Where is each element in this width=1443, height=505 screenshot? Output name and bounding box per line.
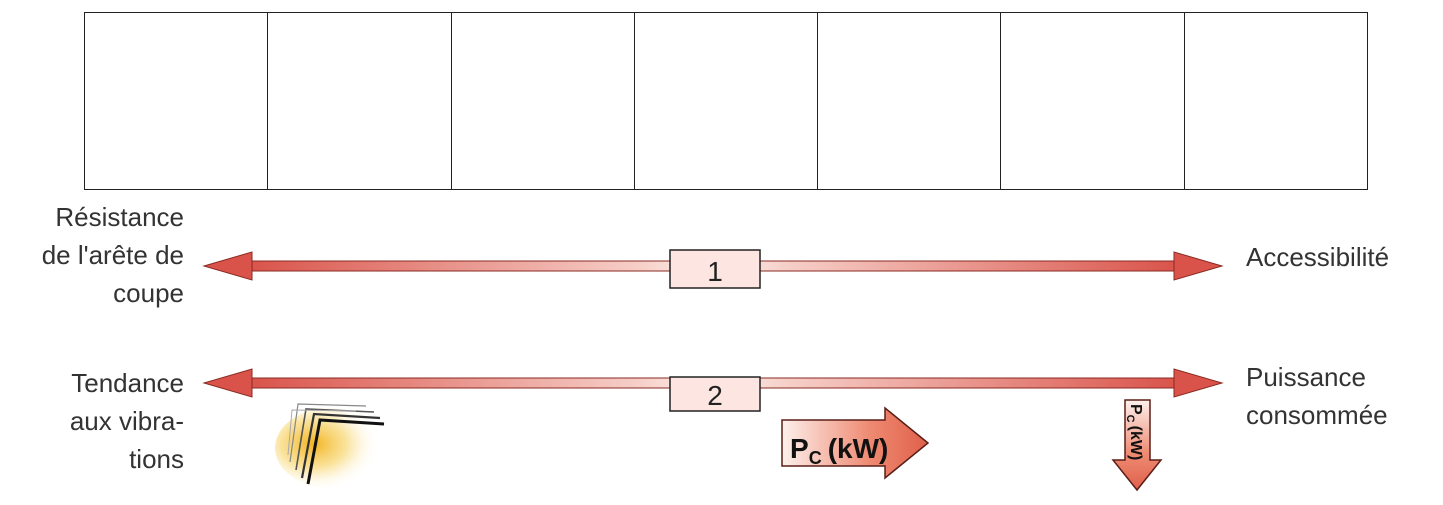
image-grid xyxy=(84,12,1368,190)
scale-1-right-label: Accessibilité xyxy=(1246,238,1389,276)
scale-1-right-arrowhead xyxy=(1173,251,1224,281)
grid-cell-6 xyxy=(1001,13,1185,189)
scale-1-left-label: Résistance de l'arête de coupe xyxy=(0,198,184,312)
scale-1-double-arrow: 1 xyxy=(202,249,1224,289)
scale-1-left-arrowhead xyxy=(202,251,253,281)
scale-1-number: 1 xyxy=(707,256,723,287)
power-small-label: PC(kW) xyxy=(1124,404,1144,460)
grid-cell-5 xyxy=(818,13,1002,189)
scale-2-number-box xyxy=(669,376,761,412)
scale-1-left-line-3: coupe xyxy=(113,278,184,308)
scale-2-right-line-1: Puissance xyxy=(1246,362,1366,392)
power-large-label: PC (kW) xyxy=(790,433,888,468)
scale-2-left-line-1: Tendance xyxy=(71,368,184,398)
power-arrow-large: PC (kW) xyxy=(781,406,930,480)
scale-2-left-line-3: tions xyxy=(129,444,184,474)
grid-cell-1 xyxy=(85,13,269,189)
vibration-icon xyxy=(275,403,385,488)
scale-2-right-label: Puissance consommée xyxy=(1246,358,1388,434)
grid-cell-4 xyxy=(635,13,819,189)
power-arrow-small: PC(kW) xyxy=(1111,399,1163,492)
scale-2-double-arrow: 2 xyxy=(202,368,1224,412)
scale-2-left-label: Tendance aux vibra- tions xyxy=(0,364,184,478)
scale-2-left-arrowhead xyxy=(202,368,253,398)
scale-1-number-box xyxy=(669,249,761,289)
scale-2-right-line-2: consommée xyxy=(1246,400,1388,430)
grid-cell-3 xyxy=(452,13,635,189)
scale-1-left-line-1: Résistance xyxy=(55,202,184,232)
scale-2-number: 2 xyxy=(707,380,723,411)
scale-1-right-line-1: Accessibilité xyxy=(1246,242,1390,272)
scale-1-left-line-2: de l'arête de xyxy=(41,240,184,270)
scale-2-left-line-2: aux vibra- xyxy=(69,406,184,436)
scale-2-right-arrowhead xyxy=(1173,368,1224,398)
grid-cell-2 xyxy=(268,13,452,189)
